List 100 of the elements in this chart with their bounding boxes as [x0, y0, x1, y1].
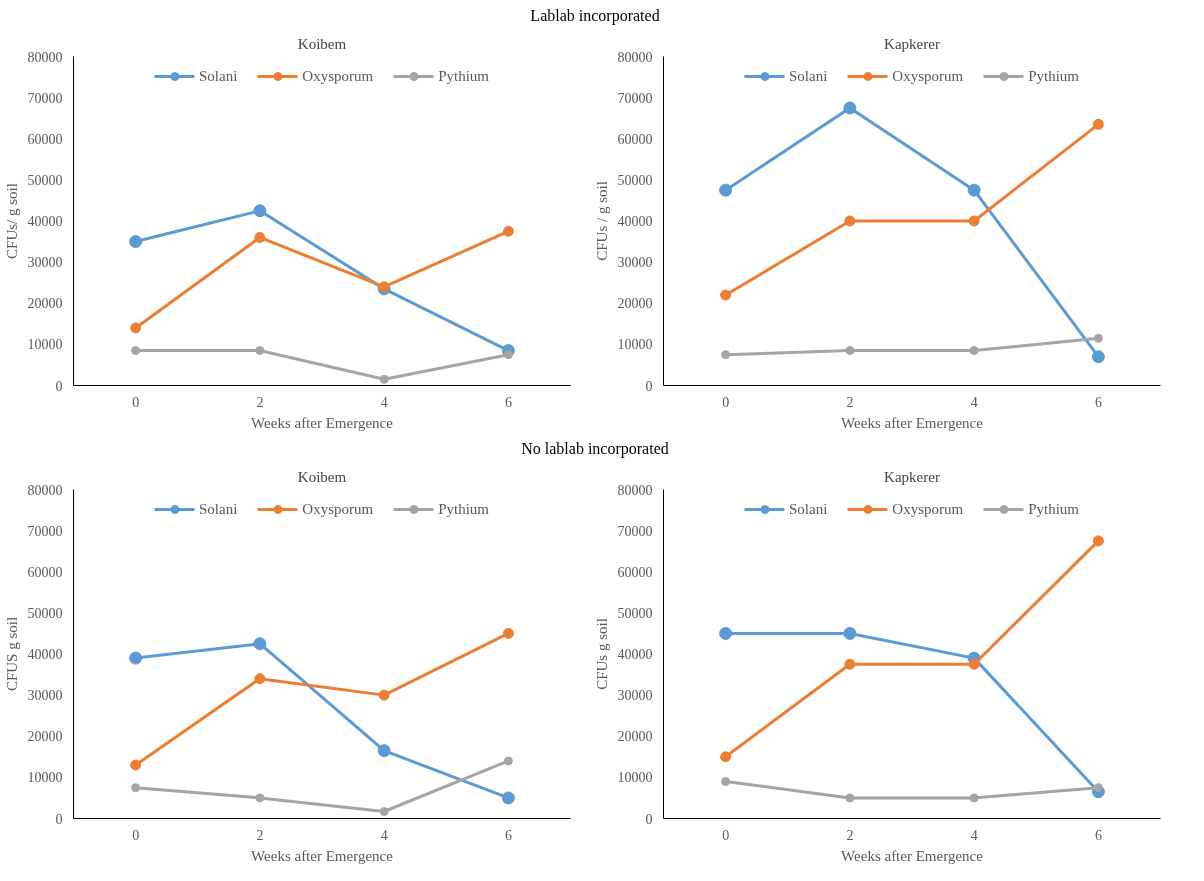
y-tick-label: 80000	[617, 49, 653, 65]
y-tick-label: 30000	[27, 688, 63, 704]
point	[720, 751, 732, 763]
legend-label: Oxysporum	[892, 500, 964, 518]
point	[130, 759, 142, 771]
point	[967, 183, 981, 197]
y-axis-title: CFUs / g soil	[593, 181, 610, 261]
y-axis-title: CFUs g soil	[593, 618, 610, 690]
x-tick-label: 4	[380, 827, 388, 843]
y-tick-label: 20000	[617, 729, 653, 745]
x-tick-label: 2	[846, 394, 854, 410]
point	[845, 346, 855, 356]
y-tick-label: 60000	[27, 564, 63, 580]
y-tick-label: 10000	[617, 337, 653, 353]
chart-title: Koibem	[297, 468, 347, 485]
y-tick-label: 20000	[27, 296, 63, 312]
y-tick-label: 10000	[27, 770, 63, 786]
x-axis-title: Weeks after Emergence	[841, 847, 984, 864]
point	[254, 673, 266, 685]
y-tick-label: 70000	[617, 90, 653, 106]
point	[1092, 118, 1104, 130]
y-tick-label: 60000	[617, 131, 653, 147]
y-tick-label: 20000	[617, 296, 653, 312]
point	[503, 350, 513, 360]
point	[131, 783, 141, 793]
point	[377, 744, 391, 758]
y-tick-label: 60000	[27, 131, 63, 147]
x-tick-label: 4	[380, 394, 388, 410]
y-tick-label: 30000	[617, 688, 653, 704]
legend-label: Oxysporum	[892, 67, 964, 85]
point	[378, 689, 390, 701]
point	[969, 346, 979, 356]
point	[843, 626, 857, 640]
x-tick-label: 6	[1094, 394, 1102, 410]
legend-label: Solani	[788, 67, 828, 85]
point	[379, 807, 389, 816]
legend-label: Pythium	[1028, 67, 1080, 85]
point	[255, 793, 265, 803]
x-tick-label: 6	[1094, 827, 1102, 843]
point	[129, 235, 143, 249]
point	[1091, 350, 1105, 364]
y-tick-label: 50000	[27, 605, 63, 621]
point	[720, 289, 732, 301]
point	[379, 374, 389, 384]
y-tick-label: 40000	[27, 647, 63, 662]
point	[254, 231, 266, 243]
x-axis-title: Weeks after Emergence	[251, 847, 394, 864]
point	[502, 225, 514, 237]
y-axis-title: CFUS g soil	[3, 616, 20, 692]
point	[130, 322, 142, 334]
point	[1092, 535, 1104, 547]
y-tick-label: 0	[55, 378, 63, 394]
point	[1093, 783, 1103, 793]
legend-label: Solani	[198, 500, 238, 518]
point	[844, 215, 856, 227]
y-tick-label: 70000	[27, 523, 63, 539]
point	[968, 658, 980, 670]
point	[253, 204, 267, 218]
point	[969, 793, 979, 803]
y-tick-label: 50000	[27, 172, 63, 188]
legend-label: Solani	[198, 67, 238, 85]
y-tick-label: 60000	[617, 564, 653, 580]
y-tick-label: 70000	[617, 523, 653, 539]
point	[131, 346, 141, 356]
y-tick-label: 10000	[27, 337, 63, 353]
x-tick-label: 6	[504, 827, 512, 843]
x-tick-label: 0	[722, 827, 730, 843]
y-tick-label: 40000	[617, 647, 653, 662]
y-tick-label: 80000	[27, 49, 63, 65]
chart-title: Kapkerer	[884, 468, 940, 485]
x-tick-label: 6	[504, 394, 512, 410]
point	[255, 346, 265, 356]
y-tick-label: 50000	[617, 605, 653, 621]
x-tick-label: 0	[722, 394, 730, 410]
y-tick-label: 70000	[27, 90, 63, 106]
point	[845, 793, 855, 803]
y-tick-label: 0	[645, 378, 653, 394]
y-tick-label: 10000	[617, 770, 653, 786]
point	[721, 777, 731, 786]
point	[968, 215, 980, 227]
x-tick-label: 4	[970, 827, 978, 843]
x-tick-label: 0	[132, 827, 140, 843]
legend-label: Oxysporum	[302, 500, 374, 518]
legend-label: Solani	[788, 500, 828, 518]
point	[1093, 333, 1103, 343]
y-tick-label: 20000	[27, 729, 63, 745]
point	[721, 350, 731, 360]
point	[719, 626, 733, 640]
y-tick-label: 30000	[27, 255, 63, 271]
y-tick-label: 30000	[617, 255, 653, 271]
y-tick-label: 50000	[617, 172, 653, 188]
chart-title: Kapkerer	[884, 35, 940, 52]
point	[844, 658, 856, 670]
x-tick-label: 0	[132, 394, 140, 410]
point	[503, 756, 513, 766]
legend-label: Pythium	[438, 67, 490, 85]
legend-label: Pythium	[1028, 500, 1080, 518]
x-tick-label: 2	[846, 827, 854, 843]
y-tick-label: 40000	[27, 214, 63, 229]
chart-title: Koibem	[297, 35, 347, 52]
